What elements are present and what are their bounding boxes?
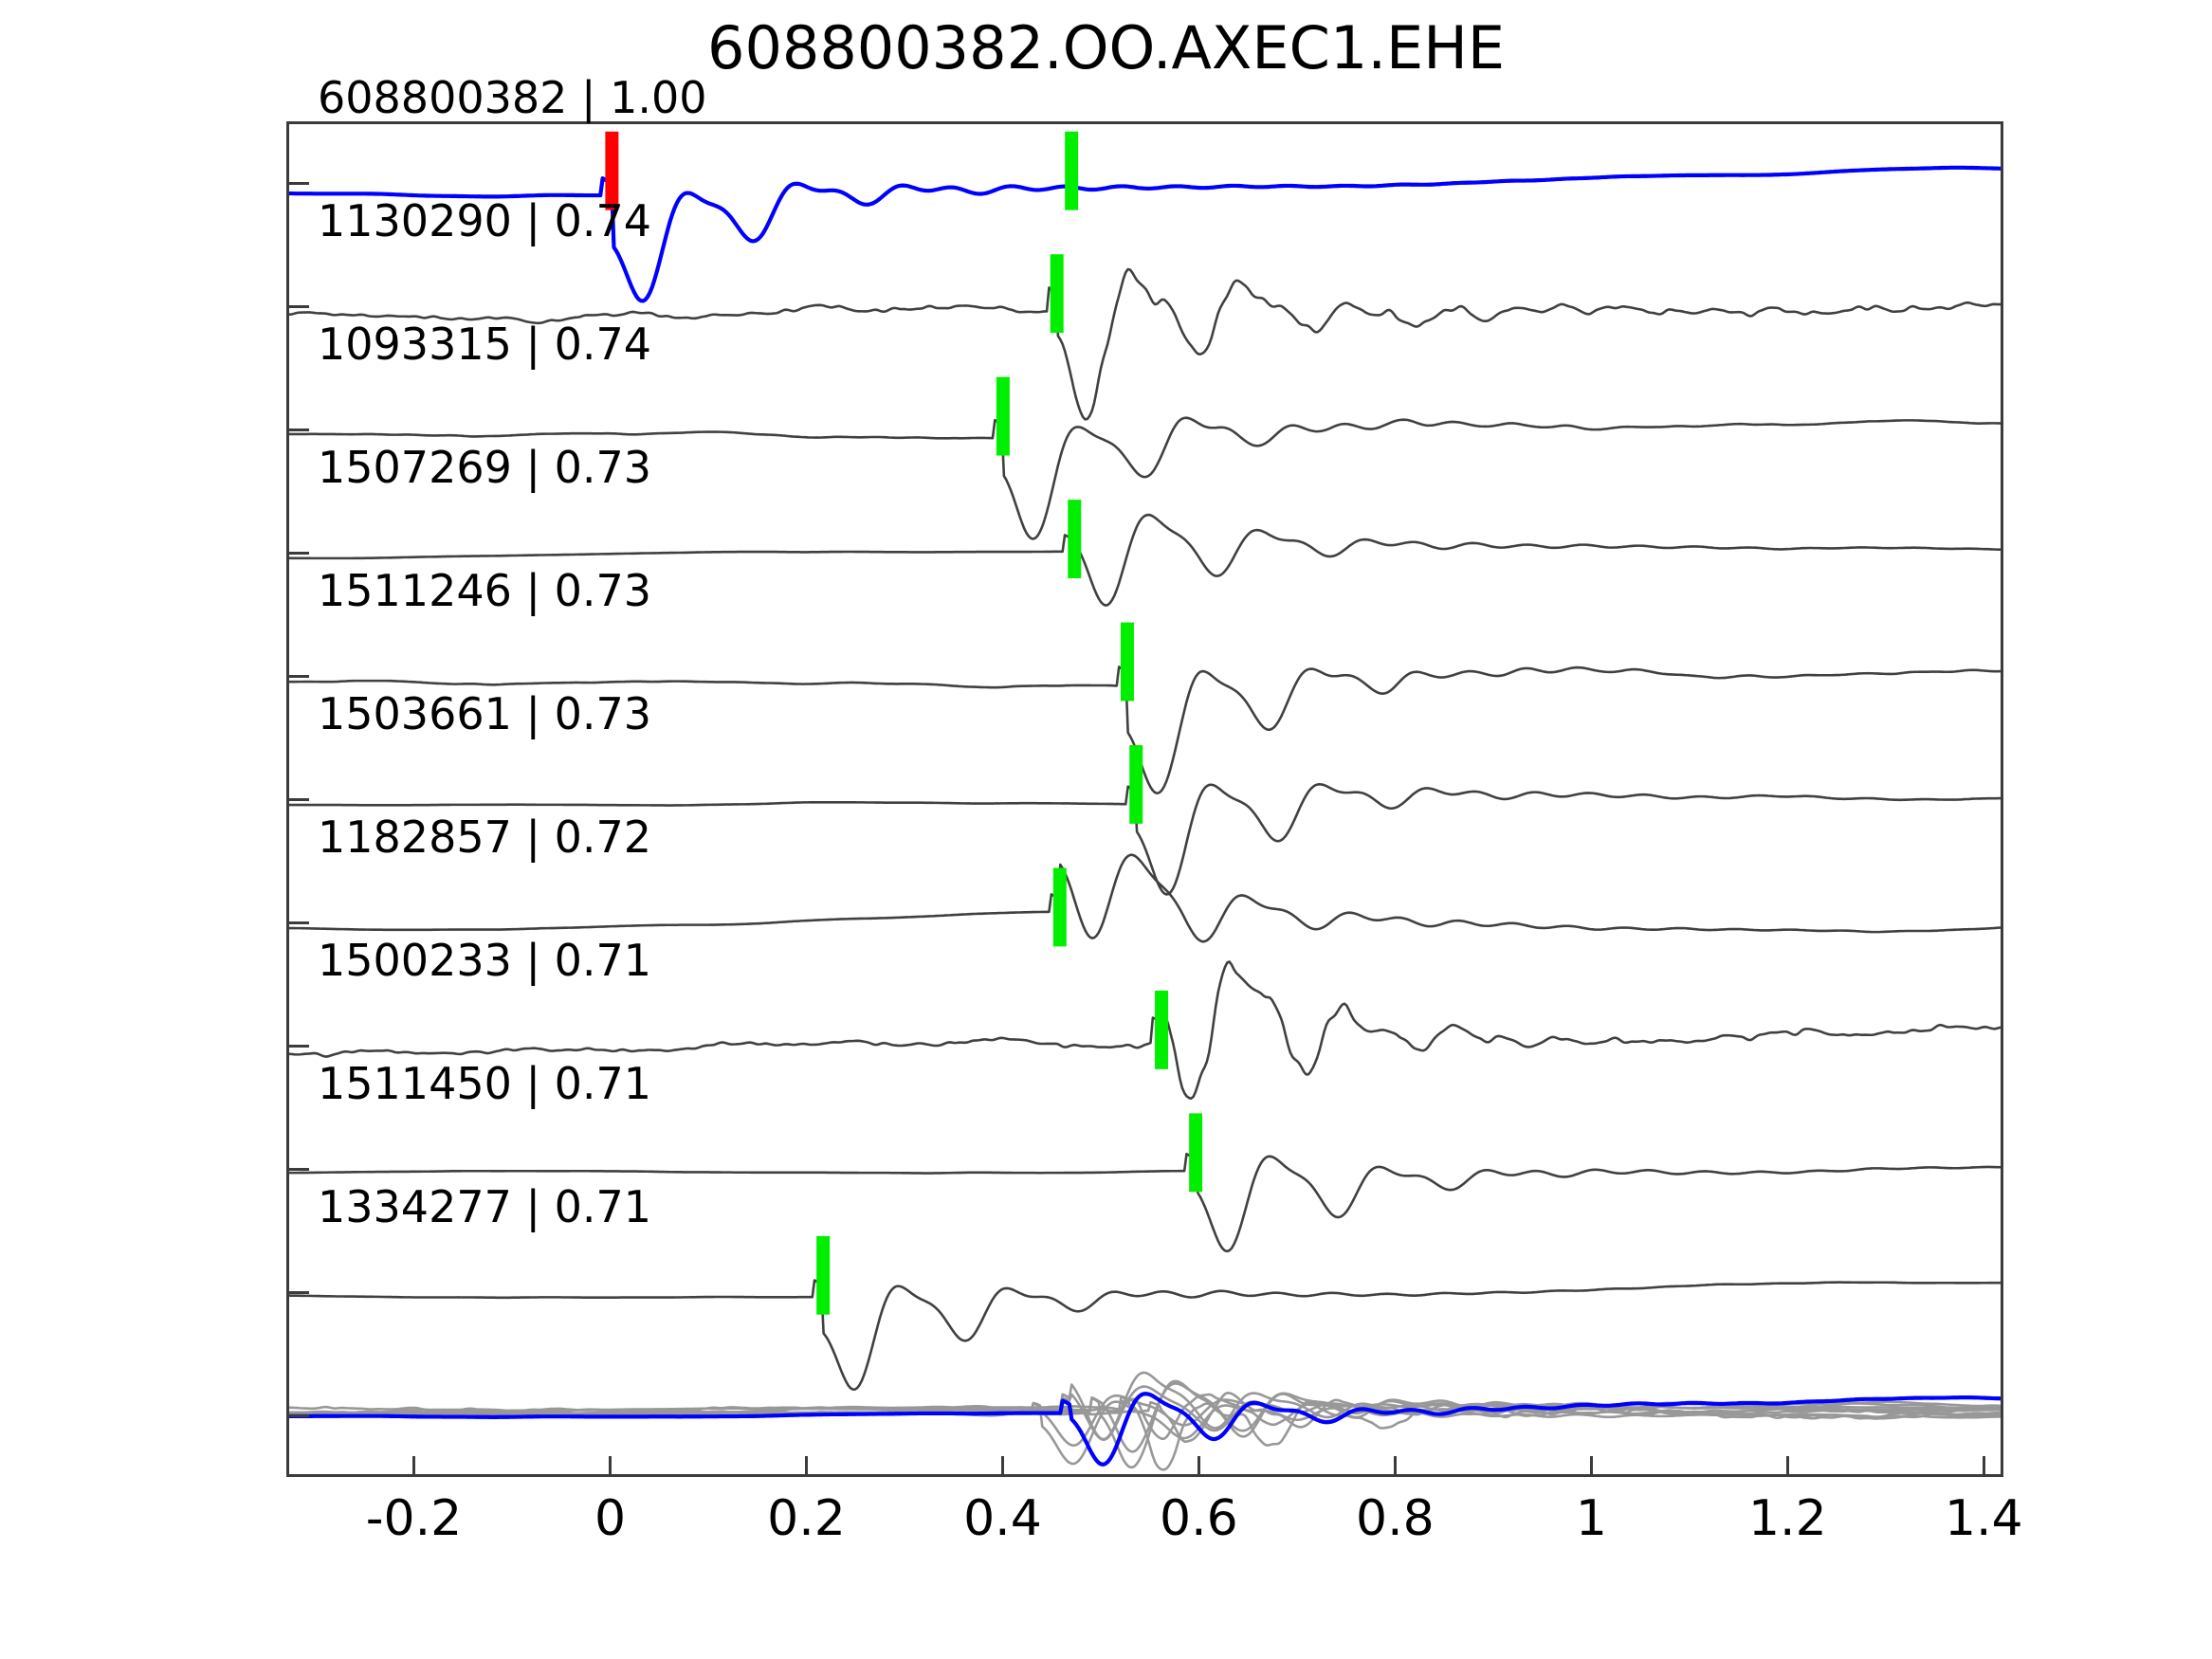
detection-pick-marker-1500233: [1155, 990, 1169, 1069]
detection-pick-marker-1334277: [816, 1235, 831, 1315]
x-axis-tick-labels: -0.2 0 0.2 0.4 0.6 0.8 1 1.2 1.4: [286, 1490, 2023, 1566]
x-tick-mark: [1000, 1456, 1004, 1477]
x-tick-mark: [1785, 1456, 1789, 1477]
detection-pick-marker-1093315: [996, 376, 1010, 456]
y-tick-1511246: [288, 675, 309, 679]
detection-pick-marker-608800382: [1065, 131, 1079, 210]
x-tick-label: 0.4: [963, 1490, 1042, 1547]
waveform-trace-1093315: [289, 416, 2001, 540]
page-title: 608800382.OO.AXEC1.EHE: [707, 13, 1505, 82]
waveform-trace-1511450: [289, 1152, 2001, 1253]
detection-pick-marker-1511246: [1120, 622, 1134, 702]
y-tick-1503661: [288, 798, 309, 802]
detection-pick-marker-1182857: [1052, 867, 1067, 947]
y-tick-608800382: [288, 182, 309, 186]
x-tick-mark: [1982, 1456, 1985, 1477]
y-tick-1500233: [288, 1045, 309, 1048]
detection-pick-marker-1130290: [1050, 254, 1064, 334]
waveform-trace-1130290: [289, 267, 2001, 421]
x-tick-label: 1: [1575, 1490, 1607, 1547]
x-tick-label: 1.2: [1747, 1490, 1827, 1547]
detection-pick-marker-1503661: [1129, 745, 1143, 824]
waveform-trace-1511246: [289, 665, 2001, 795]
waveform-trace-1507269: [289, 513, 2001, 607]
x-tick-mark: [804, 1456, 808, 1477]
x-tick-label: 0.6: [1160, 1490, 1238, 1547]
x-tick-label: 0.8: [1356, 1490, 1435, 1547]
x-tick-label: -0.2: [365, 1490, 463, 1547]
waveform-trace-1503661: [289, 782, 2001, 896]
stack-background-trace: [289, 1393, 2001, 1440]
plot-area: 608800382 | 1.00 1130290 | 0.74 1093315 | …: [286, 72, 2003, 1477]
y-tick-1334277: [288, 1291, 309, 1295]
y-tick-1511450: [288, 1168, 309, 1172]
x-tick-label: 0: [594, 1490, 627, 1547]
template-pick-marker-608800382: [605, 131, 619, 210]
detection-pick-marker-1511450: [1189, 1113, 1203, 1193]
x-tick-mark: [412, 1456, 416, 1477]
waveform-trace-1182857: [289, 853, 2001, 943]
x-axis-tick-marks: [286, 1456, 2003, 1505]
x-tick-label: 1.4: [1944, 1490, 2023, 1547]
y-tick-1130290: [288, 305, 309, 309]
y-tick-stack: [288, 1414, 309, 1418]
detection-pick-marker-1507269: [1068, 500, 1082, 578]
y-tick-1093315: [288, 428, 309, 432]
x-tick-mark: [1393, 1456, 1397, 1477]
x-tick-mark: [1197, 1456, 1200, 1477]
waveform-trace-1500233: [289, 960, 2001, 1101]
x-tick-mark: [1589, 1456, 1593, 1477]
x-tick-mark: [609, 1456, 612, 1477]
y-tick-1182857: [288, 921, 309, 925]
waveform-trace-608800382: [289, 165, 2001, 303]
waveform-trace-1334277: [289, 1279, 2001, 1391]
y-tick-1507269: [288, 552, 309, 556]
x-tick-label: 0.2: [767, 1490, 846, 1547]
stack-template-trace: [289, 1392, 2001, 1467]
waveform-canvas: [289, 131, 2001, 1471]
